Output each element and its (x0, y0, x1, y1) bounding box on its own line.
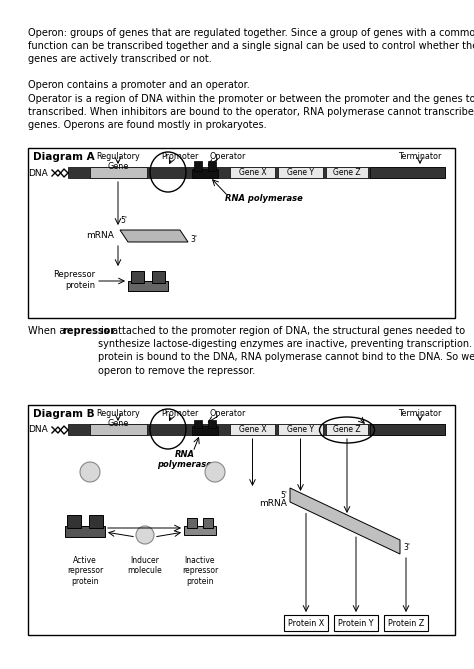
Bar (384, 615, 428, 631)
Bar (128, 281, 168, 291)
Text: Operator: Operator (210, 152, 246, 161)
Bar (65, 526, 105, 537)
Text: Promoter: Promoter (161, 152, 199, 161)
Ellipse shape (136, 526, 154, 544)
Bar (284, 615, 328, 631)
Text: Diagram A: Diagram A (33, 152, 95, 162)
Bar (370, 424, 445, 435)
Bar (326, 424, 368, 435)
Text: mRNA: mRNA (86, 231, 114, 240)
Text: Operon contains a promoter and an operator.: Operon contains a promoter and an operat… (28, 80, 250, 90)
Text: Terminator: Terminator (398, 409, 442, 418)
Text: 3': 3' (403, 543, 410, 551)
Text: Protein Z: Protein Z (388, 619, 424, 628)
Text: Regulatory
Gene: Regulatory Gene (96, 409, 140, 428)
Text: is attached to the promoter region of DNA, the structural genes needed to
synthe: is attached to the promoter region of DN… (98, 326, 474, 375)
Bar (68, 167, 445, 178)
Bar (192, 426, 218, 435)
Text: Gene X: Gene X (239, 425, 266, 434)
Text: Promoter: Promoter (161, 409, 199, 418)
Bar (370, 167, 445, 178)
Bar (334, 615, 378, 631)
Text: DNA: DNA (28, 425, 48, 434)
Text: DNA: DNA (28, 169, 48, 177)
Text: Gene Y: Gene Y (287, 425, 314, 434)
Polygon shape (120, 230, 188, 242)
Bar (192, 169, 218, 178)
Bar (230, 424, 275, 435)
Bar (152, 271, 165, 283)
Polygon shape (290, 488, 400, 554)
Bar (90, 424, 147, 435)
Text: When a: When a (28, 326, 68, 336)
Bar (194, 420, 202, 428)
Bar (278, 424, 323, 435)
Bar (187, 518, 197, 528)
Text: Regulatory
Gene: Regulatory Gene (96, 152, 140, 171)
Bar (194, 161, 202, 171)
Text: Diagram B: Diagram B (33, 409, 95, 419)
Bar (68, 424, 445, 435)
Bar (208, 161, 216, 171)
Bar (208, 420, 216, 428)
Text: Active
repressor
protein: Active repressor protein (67, 556, 103, 586)
Bar (230, 167, 275, 178)
Ellipse shape (80, 462, 100, 482)
Text: RNA
polymerase: RNA polymerase (157, 450, 212, 470)
Text: Inactive
repressor
protein: Inactive repressor protein (182, 556, 218, 586)
Text: repressor: repressor (62, 326, 115, 336)
Text: Operator is a region of DNA within the promoter or between the promoter and the : Operator is a region of DNA within the p… (28, 94, 474, 130)
Bar (131, 271, 144, 283)
Text: Gene Z: Gene Z (333, 168, 361, 177)
Ellipse shape (205, 462, 225, 482)
Bar (203, 518, 213, 528)
Text: Protein Y: Protein Y (338, 619, 374, 628)
Bar (184, 526, 216, 535)
Text: Gene Z: Gene Z (333, 425, 361, 434)
Bar (67, 515, 81, 528)
Bar (28, 405, 455, 635)
Text: RNA polymerase: RNA polymerase (225, 194, 303, 203)
Text: 3': 3' (190, 235, 197, 244)
Text: 5': 5' (120, 216, 127, 225)
Text: Inducer
molecule: Inducer molecule (128, 556, 163, 575)
Text: Terminator: Terminator (398, 152, 442, 161)
Text: 5': 5' (280, 490, 287, 500)
Text: Operator: Operator (210, 409, 246, 418)
Text: Gene Y: Gene Y (287, 168, 314, 177)
Text: Repressor
protein: Repressor protein (53, 270, 95, 290)
Text: mRNA: mRNA (259, 500, 287, 508)
Bar (28, 148, 455, 318)
Text: Protein X: Protein X (288, 619, 324, 628)
Bar (326, 167, 368, 178)
Bar (90, 167, 147, 178)
Bar (278, 167, 323, 178)
Text: Gene X: Gene X (239, 168, 266, 177)
Bar (89, 515, 103, 528)
Text: Operon: groups of genes that are regulated together. Since a group of genes with: Operon: groups of genes that are regulat… (28, 28, 474, 64)
